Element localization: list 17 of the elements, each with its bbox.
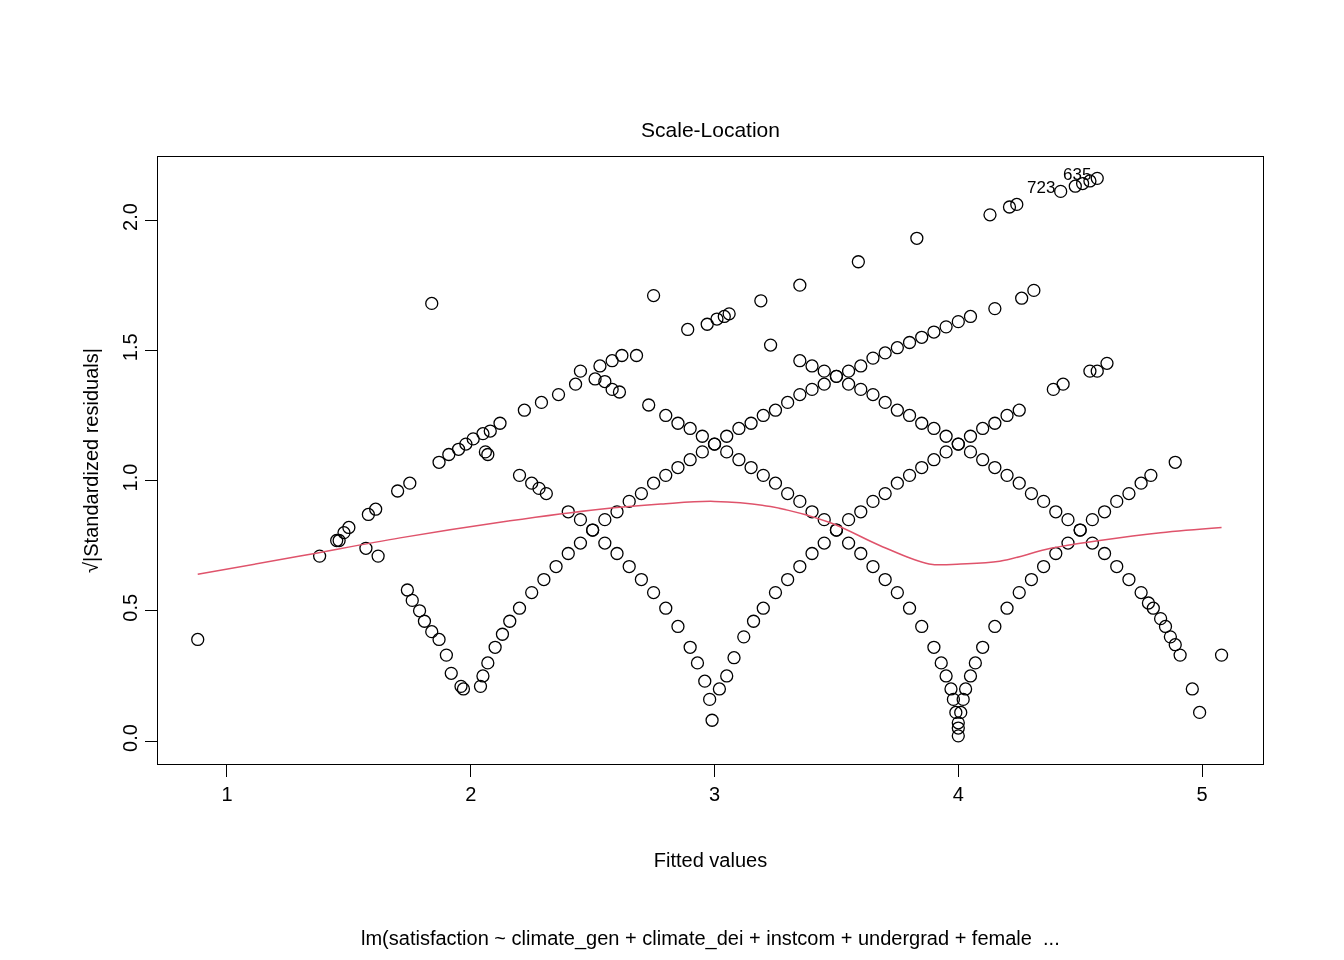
y-tick-label: 0.5 xyxy=(118,593,141,622)
y-tick-label: 0.0 xyxy=(118,724,141,752)
annotation: 723 xyxy=(1027,178,1056,197)
text: lm(satisfaction ~ climate_gen + climate_dei + instcom + undergrad + female ... xyxy=(361,927,1060,950)
annotation: 635 xyxy=(1063,165,1092,184)
chart-title: Scale-Location xyxy=(641,118,780,142)
x-tick-label: 5 xyxy=(1196,783,1208,806)
y-tick-label: 1.0 xyxy=(118,463,141,492)
x-tick-label: 1 xyxy=(221,783,233,806)
x-tick-label: 3 xyxy=(708,783,721,806)
x-tick-label: 2 xyxy=(465,783,477,806)
y-axis-title: √|Standardized residuals| xyxy=(80,348,103,573)
x-tick-label: 4 xyxy=(952,783,964,806)
y-tick-label: 2.0 xyxy=(118,203,141,231)
x-axis-title: Fitted values xyxy=(653,848,768,871)
y-tick-label: 1.5 xyxy=(118,333,141,362)
line-series xyxy=(196,500,1223,576)
